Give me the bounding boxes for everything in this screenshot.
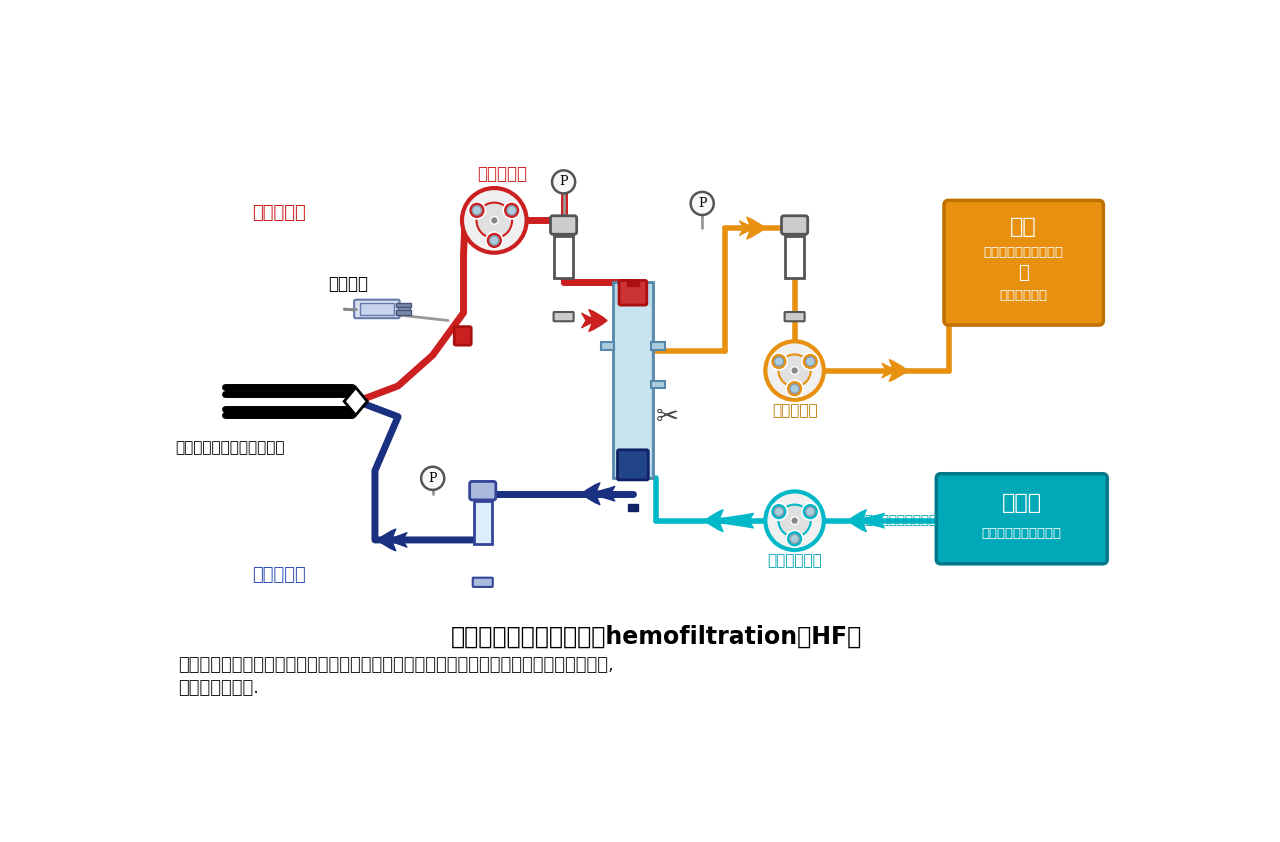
- Text: 排液: 排液: [1010, 216, 1037, 237]
- Text: P: P: [559, 175, 568, 189]
- Circle shape: [801, 504, 819, 520]
- Circle shape: [468, 202, 485, 219]
- Circle shape: [778, 354, 810, 386]
- Text: 返血側回路: 返血側回路: [252, 566, 306, 584]
- FancyBboxPatch shape: [943, 200, 1103, 325]
- Circle shape: [771, 504, 787, 520]
- Bar: [627, 280, 639, 285]
- Text: 濵過および置換液投与により尿毒素やミオグロビンなどの小～中分子の除去・希釈を行い,: 濵過および置換液投与により尿毒素やミオグロビンなどの小～中分子の除去・希釈を行い…: [179, 656, 614, 674]
- Bar: [396, 303, 411, 307]
- Circle shape: [472, 205, 481, 215]
- Bar: [398, 305, 410, 312]
- Circle shape: [774, 357, 783, 366]
- Text: ＝: ＝: [1019, 264, 1029, 282]
- Circle shape: [552, 170, 575, 194]
- Polygon shape: [344, 387, 367, 415]
- FancyBboxPatch shape: [355, 300, 399, 318]
- Circle shape: [507, 205, 516, 215]
- Circle shape: [691, 192, 714, 215]
- Circle shape: [805, 357, 815, 366]
- Circle shape: [774, 507, 783, 516]
- Bar: [627, 504, 639, 511]
- Text: 補充液: 補充液: [1002, 493, 1042, 513]
- Bar: [600, 342, 614, 349]
- Circle shape: [476, 203, 512, 238]
- FancyBboxPatch shape: [472, 578, 493, 587]
- Text: 血液ポンプ: 血液ポンプ: [477, 165, 527, 184]
- FancyBboxPatch shape: [785, 312, 805, 322]
- FancyBboxPatch shape: [470, 482, 495, 500]
- Text: P: P: [698, 197, 707, 210]
- Circle shape: [790, 534, 799, 543]
- Circle shape: [503, 202, 520, 219]
- Text: （除水量＋補充液量）: （除水量＋補充液量）: [983, 246, 1064, 259]
- Bar: [652, 381, 666, 388]
- Text: （濾過液量）: （濾過液量）: [1000, 290, 1047, 302]
- Circle shape: [771, 353, 787, 370]
- Text: （血液ろ過用補充液）: （血液ろ過用補充液）: [858, 514, 937, 527]
- Bar: [396, 311, 411, 315]
- Text: （血液ろ過用補充液）: （血液ろ過用補充液）: [982, 527, 1061, 541]
- Text: 血液を浄化する.: 血液を浄化する.: [179, 679, 260, 697]
- Bar: [474, 502, 492, 544]
- Circle shape: [786, 381, 803, 397]
- Circle shape: [490, 236, 499, 245]
- FancyBboxPatch shape: [620, 280, 646, 305]
- Circle shape: [462, 188, 526, 253]
- Circle shape: [490, 216, 498, 224]
- Bar: [613, 282, 653, 478]
- FancyBboxPatch shape: [454, 327, 471, 345]
- FancyBboxPatch shape: [553, 312, 573, 322]
- Circle shape: [801, 353, 819, 370]
- Circle shape: [486, 232, 503, 249]
- Bar: [554, 236, 573, 278]
- Text: ダブルルーメンカテーテル: ダブルルーメンカテーテル: [175, 440, 284, 455]
- Text: 抗凝固剤: 抗凝固剤: [328, 275, 369, 293]
- Circle shape: [786, 530, 803, 547]
- Bar: [652, 342, 666, 349]
- Bar: [786, 236, 804, 278]
- Bar: [360, 303, 394, 315]
- FancyBboxPatch shape: [617, 450, 648, 480]
- Circle shape: [765, 492, 824, 550]
- FancyBboxPatch shape: [782, 216, 808, 234]
- Circle shape: [778, 504, 810, 537]
- Circle shape: [791, 366, 799, 375]
- Text: ✂: ✂: [657, 402, 680, 431]
- Circle shape: [765, 341, 824, 400]
- Circle shape: [421, 466, 444, 490]
- Circle shape: [791, 517, 799, 525]
- Circle shape: [805, 507, 815, 516]
- Text: 図２．　血液瀧過療法（hemofiltration：HF）: 図２． 血液瀧過療法（hemofiltration：HF）: [451, 625, 861, 649]
- FancyBboxPatch shape: [550, 216, 577, 234]
- Text: 脱血側回路: 脱血側回路: [252, 204, 306, 221]
- FancyBboxPatch shape: [936, 474, 1107, 564]
- Text: P: P: [429, 472, 436, 485]
- Text: 濾液ポンプ: 濾液ポンプ: [772, 403, 818, 418]
- Text: 補充液ポンプ: 補充液ポンプ: [767, 553, 822, 568]
- Circle shape: [790, 384, 799, 393]
- Bar: [616, 305, 650, 463]
